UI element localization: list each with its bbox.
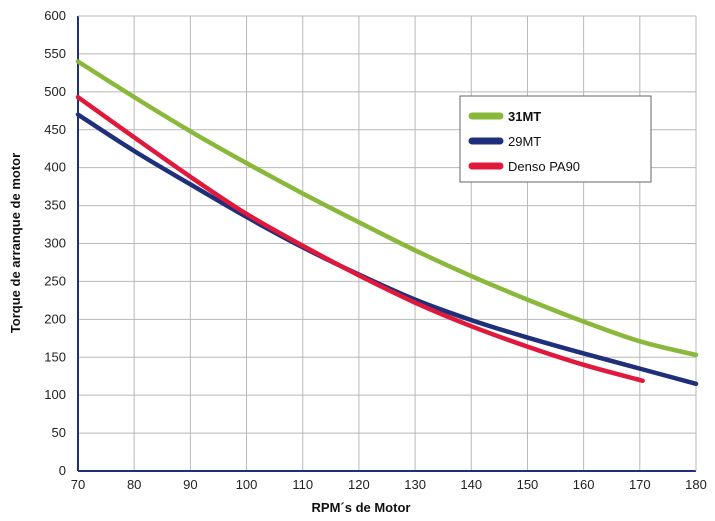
y-tick-label: 100 xyxy=(44,387,66,402)
y-tick-label: 0 xyxy=(59,463,66,478)
x-tick-labels: 70 80 90 100 110 120 130 140 150 160 170 180 xyxy=(71,477,707,492)
x-axis-label: RPM´s de Motor xyxy=(312,500,411,515)
y-tick-label: 450 xyxy=(44,122,66,137)
y-tick-label: 250 xyxy=(44,273,66,288)
y-tick-label: 550 xyxy=(44,46,66,61)
y-tick-label: 600 xyxy=(44,8,66,23)
x-tick-label: 130 xyxy=(404,477,426,492)
y-tick-label: 50 xyxy=(52,425,66,440)
x-tick-label: 170 xyxy=(629,477,651,492)
y-tick-labels: 0 50 100 150 200 250 300 350 400 450 500 550 600 xyxy=(44,8,66,478)
legend-entry-31mt: 31MT xyxy=(508,109,541,124)
x-tick-label: 180 xyxy=(685,477,707,492)
y-tick-label: 150 xyxy=(44,349,66,364)
y-tick-label: 400 xyxy=(44,160,66,175)
y-tick-label: 300 xyxy=(44,236,66,251)
x-tick-label: 70 xyxy=(71,477,85,492)
series-lines xyxy=(75,59,699,387)
series-line-31mt xyxy=(75,59,699,358)
x-tick-label: 140 xyxy=(460,477,482,492)
legend-entry-29mt: 29MT xyxy=(508,134,541,149)
grid-lines xyxy=(77,15,697,472)
x-tick-label: 150 xyxy=(517,477,539,492)
legend-entry-denso-pa90: Denso PA90 xyxy=(508,159,580,174)
series-line-denso-pa90 xyxy=(75,94,645,384)
axes xyxy=(77,15,697,472)
x-tick-label: 100 xyxy=(236,477,258,492)
x-tick-label: 120 xyxy=(348,477,370,492)
y-axis-label: Torque de arranque de motor xyxy=(8,153,23,333)
y-tick-label: 500 xyxy=(44,84,66,99)
legend: 31MT 29MT Denso PA90 xyxy=(459,95,652,183)
x-tick-label: 80 xyxy=(127,477,141,492)
x-tick-label: 90 xyxy=(183,477,197,492)
y-tick-label: 200 xyxy=(44,311,66,326)
y-tick-label: 350 xyxy=(44,198,66,213)
x-tick-label: 110 xyxy=(292,477,313,492)
x-tick-label: 160 xyxy=(573,477,595,492)
